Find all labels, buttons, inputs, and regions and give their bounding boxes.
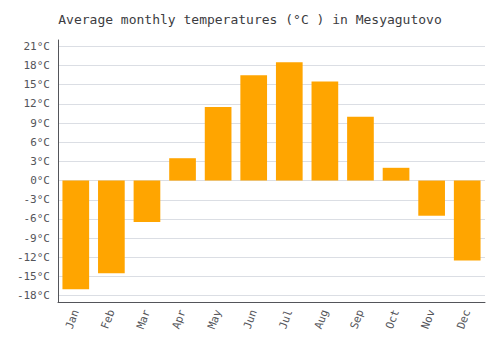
svg-text:18°C: 18°C [24, 59, 51, 72]
svg-text:9°C: 9°C [30, 117, 50, 130]
svg-text:6°C: 6°C [30, 136, 50, 149]
svg-text:Aug: Aug [312, 308, 331, 331]
svg-text:Jun: Jun [241, 308, 260, 331]
svg-text:3°C: 3°C [30, 155, 50, 168]
svg-text:Jan: Jan [63, 308, 82, 331]
svg-text:May: May [205, 307, 224, 330]
svg-text:Sep: Sep [348, 308, 367, 331]
svg-text:-3°C: -3°C [24, 193, 51, 206]
svg-text:Nov: Nov [419, 307, 438, 330]
svg-text:Jul: Jul [276, 308, 295, 331]
svg-text:15°C: 15°C [24, 78, 51, 91]
svg-text:Feb: Feb [98, 308, 117, 331]
svg-text:-18°C: -18°C [17, 289, 50, 302]
svg-text:21°C: 21°C [24, 40, 51, 53]
svg-text:-9°C: -9°C [24, 232, 51, 245]
svg-text:-6°C: -6°C [24, 212, 51, 225]
svg-text:Average monthly temperatures (: Average monthly temperatures (°C ) in Me… [58, 12, 442, 27]
svg-text:Apr: Apr [170, 307, 189, 330]
svg-text:Dec: Dec [454, 308, 473, 331]
svg-text:0°C: 0°C [30, 174, 50, 187]
svg-text:Mar: Mar [134, 307, 153, 330]
svg-text:-15°C: -15°C [17, 270, 50, 283]
svg-text:-12°C: -12°C [17, 251, 50, 264]
svg-text:12°C: 12°C [24, 97, 51, 110]
svg-text:Oct: Oct [383, 308, 402, 331]
